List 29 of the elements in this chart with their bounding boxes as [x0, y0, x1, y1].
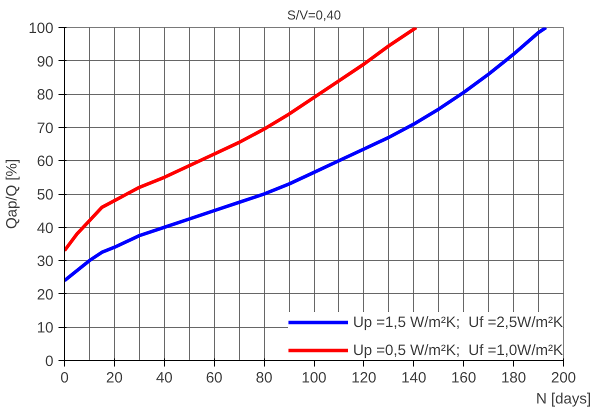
legend-label: Up =1,5 W/m²K; Uf =2,5W/m²K	[352, 314, 563, 330]
y-tick-label: 30	[36, 253, 54, 270]
y-tick-label: 100	[28, 20, 54, 37]
x-axis-title: N [days]	[536, 390, 592, 408]
line-series	[64, 28, 418, 252]
x-tick-label: 160	[451, 370, 476, 386]
chart-title: S/V=0,40	[287, 8, 341, 22]
y-tick-label: 40	[36, 220, 54, 237]
y-tick-label: 50	[36, 186, 54, 204]
x-tick-label: 60	[206, 370, 223, 386]
y-tick-label: 70	[36, 120, 54, 137]
x-tick-label: 20	[106, 370, 123, 386]
x-tick-label: 180	[501, 370, 526, 386]
y-axis-title: Qap/Q [%]	[3, 158, 20, 230]
y-tick-label: 20	[36, 286, 54, 304]
y-tick-label: 60	[36, 153, 54, 170]
x-tick-label: 0	[60, 370, 69, 386]
x-tick-label: 200	[550, 370, 576, 386]
x-tick-label: 40	[156, 370, 173, 386]
x-tick-label: 140	[401, 370, 426, 386]
line-series	[64, 28, 548, 282]
y-tick-label: 10	[36, 320, 54, 337]
legend-label: Up =0,5 W/m²K; Uf =1,0W/m²K	[352, 342, 563, 358]
x-tick-label: 80	[256, 370, 272, 386]
x-tick-label: 100	[301, 370, 327, 386]
x-tick-label: 120	[351, 370, 376, 386]
y-tick-label: 0	[45, 353, 54, 370]
y-tick-label: 90	[36, 53, 54, 70]
y-tick-label: 80	[36, 86, 54, 104]
